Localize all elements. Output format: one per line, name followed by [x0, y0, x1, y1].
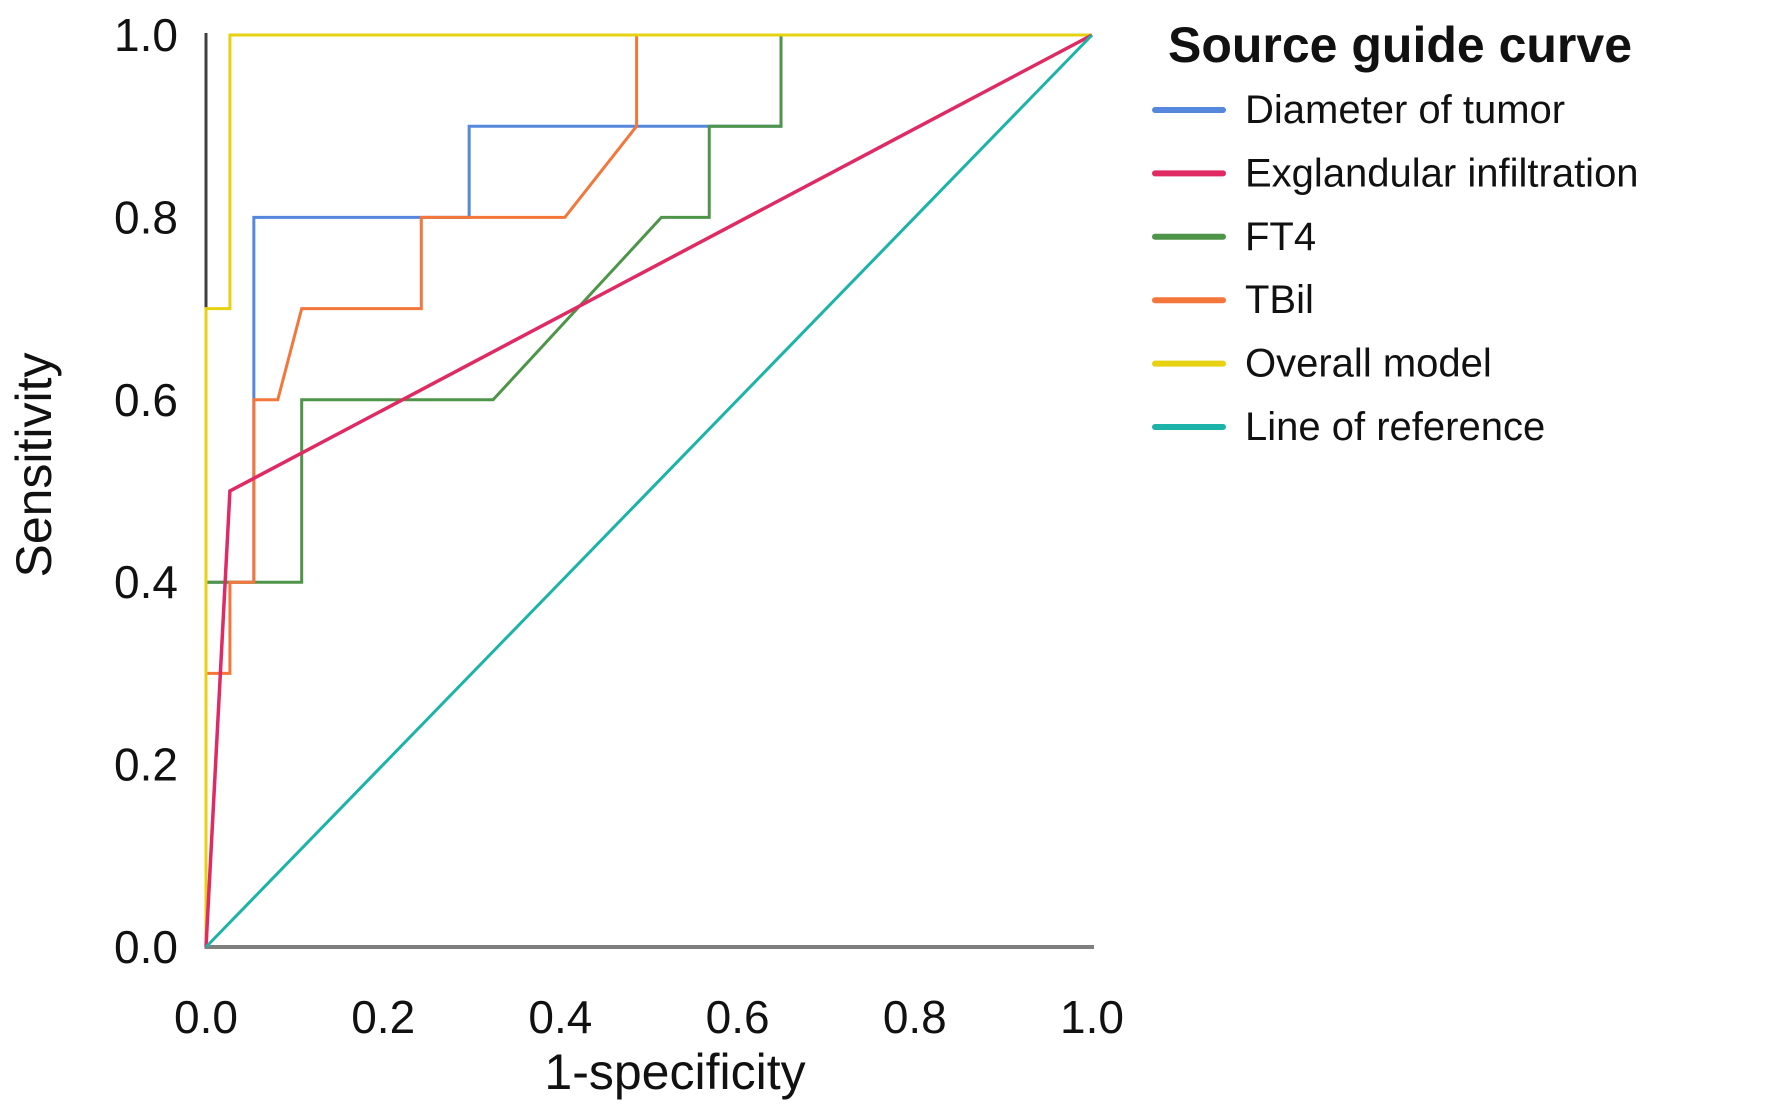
- overall-model-curve: [204, 33, 1092, 947]
- legend-label-line-of-reference: Line of reference: [1245, 405, 1545, 449]
- legend-label-overall-model: Overall model: [1245, 342, 1492, 386]
- y-tick-label: 0.2: [114, 739, 178, 791]
- x-tick-label: 0.2: [351, 991, 415, 1043]
- line-of-reference-curve: [204, 33, 1094, 949]
- x-tick-label: 1.0: [1060, 991, 1124, 1043]
- x-tick-label: 0.0: [174, 991, 238, 1043]
- legend-label-exglandular-infiltration: Exglandular infiltration: [1245, 151, 1639, 195]
- roc-curves: [204, 33, 1094, 949]
- legend-label-diameter-of-tumor: Diameter of tumor: [1245, 88, 1565, 132]
- legend-item-overall-model: Overall model: [1152, 342, 1492, 386]
- x-tick-label: 0.6: [706, 991, 770, 1043]
- y-tick-label: 0.6: [114, 374, 178, 426]
- legend: Source guide curve Diameter of tumor Exgl…: [1152, 17, 1639, 449]
- legend-item-exglandular-infiltration: Exglandular infiltration: [1152, 151, 1639, 195]
- ft4-curve: [204, 33, 1092, 947]
- legend-item-ft4: FT4: [1152, 215, 1316, 259]
- legend-item-tbil: TBil: [1152, 278, 1314, 322]
- legend-label-tbil: TBil: [1245, 278, 1314, 322]
- y-axis-title: Sensitivity: [6, 352, 62, 577]
- legend-item-line-of-reference: Line of reference: [1152, 405, 1545, 449]
- y-tick-labels: 0.0 0.2 0.4 0.6 0.8 1.0: [114, 9, 178, 973]
- x-tick-label: 0.8: [883, 991, 947, 1043]
- y-tick-label: 0.8: [114, 191, 178, 243]
- y-tick-label: 1.0: [114, 9, 178, 61]
- x-axis-title: 1-specificity: [544, 1044, 805, 1100]
- y-tick-label: 0.4: [114, 556, 178, 608]
- x-tick-labels: 0.0 0.2 0.4 0.6 0.8 1.0: [174, 991, 1124, 1043]
- legend-item-diameter-of-tumor: Diameter of tumor: [1152, 88, 1565, 132]
- tbil-curve: [204, 33, 1092, 947]
- legend-items: Diameter of tumor Exglandular infiltratio…: [1152, 88, 1639, 449]
- legend-title: Source guide curve: [1168, 17, 1632, 73]
- x-tick-label: 0.4: [528, 991, 592, 1043]
- y-tick-label: 0.0: [114, 921, 178, 973]
- legend-label-ft4: FT4: [1245, 215, 1316, 259]
- exglandular-infiltration-curve: [204, 33, 1093, 948]
